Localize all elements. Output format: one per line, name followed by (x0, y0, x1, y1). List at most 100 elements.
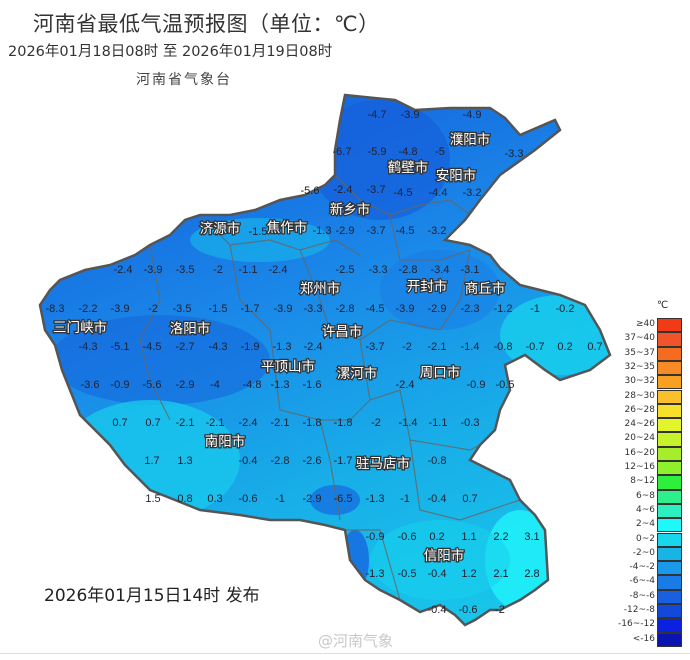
bottom-divider (0, 653, 690, 654)
station-value: -2.7 (176, 341, 195, 353)
station-value: -4.5 (394, 187, 413, 199)
legend-swatch (657, 461, 682, 476)
legend-label: 20~24 (624, 433, 655, 444)
legend-label: 8~12 (630, 476, 655, 487)
station-value: -0.4 (239, 455, 258, 467)
station-value: -8.3 (46, 303, 65, 315)
station-value: -5.6 (301, 185, 320, 197)
station-value: 0.7 (462, 493, 477, 505)
station-value: 2.8 (524, 568, 539, 580)
legend-item: 20~24 (618, 432, 683, 447)
city-label: 周口市 (420, 364, 461, 381)
city-label: 济源市 (200, 220, 241, 237)
station-value: -6.5 (334, 493, 353, 505)
station-value: -1.3 (366, 493, 385, 505)
station-value: -2 (495, 604, 505, 616)
station-value: -1.3 (271, 379, 290, 391)
legend-swatch (657, 389, 682, 404)
station-value: 0.7 (112, 417, 127, 429)
station-value: -0.6 (239, 493, 258, 505)
issuing-agency: 河南省气象台 (136, 72, 232, 88)
legend-swatch (657, 332, 682, 347)
station-value: -0.5 (398, 568, 417, 580)
legend-label: 6~8 (636, 490, 655, 501)
legend-swatch (657, 518, 682, 533)
station-value: -4.4 (429, 187, 448, 199)
station-value: -1.1 (429, 417, 448, 429)
station-value: -1.5 (209, 303, 228, 315)
station-value: 1.7 (144, 455, 159, 467)
station-value: -2.6 (303, 455, 322, 467)
legend-label: -6~-4 (629, 576, 656, 587)
station-value: 1.3 (177, 455, 192, 467)
legend-label: -12~-8 (623, 605, 655, 615)
station-value: -2 (402, 341, 412, 353)
station-value: -2.8 (271, 455, 290, 467)
station-value: -3.2 (463, 187, 482, 199)
legend-swatch (657, 346, 682, 361)
station-value: -3.1 (461, 264, 480, 276)
legend-item: 0~2 (618, 532, 683, 547)
station-value: -2.1 (176, 417, 195, 429)
station-value: -5.1 (111, 341, 130, 353)
station-value: -0.2 (556, 303, 575, 315)
station-value: -2.9 (336, 225, 355, 237)
station-value: 0.3 (207, 493, 222, 505)
legend-item: -2~0 (618, 546, 683, 562)
station-value: -0.4 (428, 604, 447, 616)
legend-item: -6~-4 (618, 575, 683, 590)
station-value: -5.9 (368, 146, 387, 158)
station-value: -4.5 (366, 303, 385, 315)
temperature-zones (50, 100, 610, 610)
station-value: -2.8 (336, 303, 355, 315)
station-value: -0.9 (467, 379, 486, 391)
station-value: -3.2 (428, 225, 447, 237)
station-value: -1.6 (303, 379, 322, 391)
station-value: -0.8 (494, 341, 513, 353)
legend-item: 16~20 (618, 446, 683, 461)
station-value: -1.8 (334, 417, 353, 429)
station-value: -1 (400, 493, 410, 505)
legend-label: -8~-6 (629, 590, 656, 601)
station-value: -1.4 (399, 417, 418, 429)
station-value: -2 (148, 303, 158, 315)
station-value: -4.7 (368, 109, 387, 121)
legend-item: 8~12 (618, 475, 683, 490)
station-value: -2.4 (396, 379, 415, 391)
station-value: -1.4 (461, 341, 480, 353)
forecast-period: 2026年01月18日08时 至 2026年01月19日08时 (8, 44, 333, 60)
station-values: -4.7 -3.9 -4.9 -6.7 -5.9 -4.8 -5 -3.3 -5.6 -2.4 -3… (46, 109, 603, 616)
station-value: -4.9 (463, 109, 482, 121)
station-value: -0.9 (111, 379, 130, 391)
legend-label: -4~-2 (629, 562, 656, 573)
station-value: -2.5 (336, 264, 355, 276)
legend-label: 24~26 (624, 419, 655, 430)
station-value: -4.5 (143, 341, 162, 353)
legend-swatch (657, 604, 682, 619)
legend-item: 35~37 (618, 346, 683, 361)
publish-time: 2026年01月15日14时 发布 (44, 586, 260, 606)
station-value: -3.7 (366, 341, 385, 353)
station-value: -1.3 (273, 341, 292, 353)
station-value: -4.3 (79, 341, 98, 353)
city-boundaries (139, 174, 521, 601)
station-value: -0.6 (398, 531, 417, 543)
station-value: 0.7 (145, 417, 160, 429)
station-value: -1.8 (303, 417, 322, 429)
station-value: -6.7 (333, 146, 352, 158)
station-value: -2.9 (303, 493, 322, 505)
station-value: -0.7 (526, 341, 545, 353)
station-value: -3.4 (431, 264, 450, 276)
station-value: -4.5 (396, 225, 415, 237)
legend-swatch (657, 489, 682, 504)
city-label: 驻马店市 (356, 455, 410, 472)
legend-label: -2~0 (632, 547, 655, 558)
legend-swatch (657, 475, 682, 490)
city-label: 濮阳市 (450, 131, 491, 148)
station-value: -3.7 (367, 225, 386, 237)
legend-label: 12~16 (624, 462, 655, 472)
legend-label: -16~-12 (618, 619, 655, 630)
legend-swatch (657, 375, 682, 390)
station-value: 1.1 (461, 531, 476, 543)
station-value: -3.9 (111, 303, 130, 315)
